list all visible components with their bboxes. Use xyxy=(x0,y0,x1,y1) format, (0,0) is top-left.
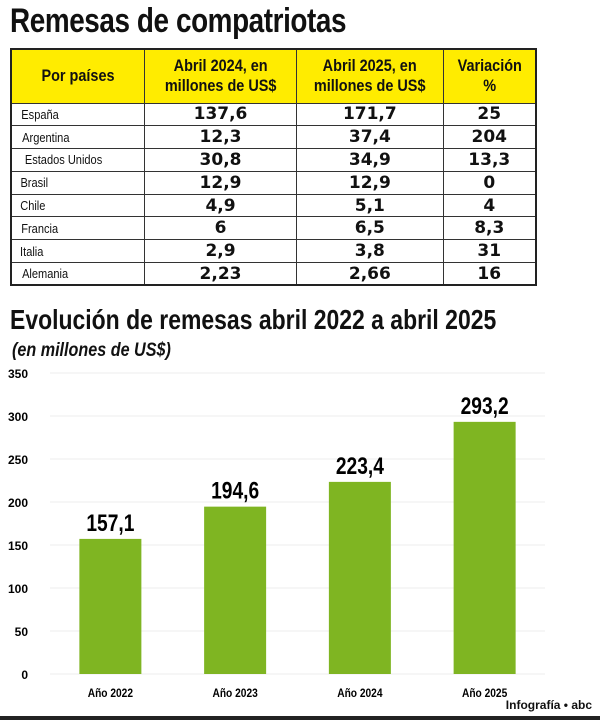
cell-text: 16 xyxy=(477,263,502,284)
cell-text: 5,1 xyxy=(354,195,385,216)
x-tick-label: Año 2022 xyxy=(88,687,133,700)
x-tick-label: Año 2024 xyxy=(337,687,383,700)
column-header: Variación % xyxy=(442,48,537,104)
y-tick-label: 250 xyxy=(8,453,28,467)
cell-text: Alemania xyxy=(22,266,69,282)
value-cell: 2,23 xyxy=(143,262,298,286)
column-header: Abril 2024, en millones de US$ xyxy=(143,48,298,104)
x-tick-label: Año 2023 xyxy=(212,687,257,700)
data-label: 194,6 xyxy=(211,477,259,505)
cell-text: 8,3 xyxy=(474,218,505,239)
cell-text: España xyxy=(21,106,59,122)
bar xyxy=(79,538,142,674)
chart-title: Evolución de remesas abril 2022 a abril … xyxy=(10,304,497,335)
column-header: Abril 2025, en millones de US$ xyxy=(296,48,444,104)
bar xyxy=(204,506,267,674)
cell-text: 25 xyxy=(477,104,502,125)
cell-text: Italia xyxy=(20,243,44,259)
y-tick-label: 0 xyxy=(21,668,28,682)
header-label: Variación % xyxy=(457,56,522,96)
header-label: Por países xyxy=(41,66,115,86)
cell-text: 37,4 xyxy=(348,127,391,148)
cell-text: 34,9 xyxy=(348,149,391,170)
cell-text: 6 xyxy=(214,218,227,239)
cell-text: 12,9 xyxy=(199,172,242,193)
table-row: Italia 2,9 3,8 31 xyxy=(10,239,537,264)
header-label: Abril 2025, en millones de US$ xyxy=(314,56,426,96)
cell-text: 2,9 xyxy=(205,241,236,262)
cell-text: 6,5 xyxy=(354,218,385,239)
footer-bar xyxy=(0,716,600,720)
cell-text: 137,6 xyxy=(193,104,248,125)
cell-text: 13,3 xyxy=(468,149,511,170)
cell-text: 3,8 xyxy=(354,241,385,262)
cell-text: 4,9 xyxy=(205,195,236,216)
data-label: 223,4 xyxy=(336,452,384,480)
y-tick-label: 200 xyxy=(8,496,28,510)
cell-text: 12,3 xyxy=(199,127,242,148)
cell-text: Chile xyxy=(20,198,46,214)
value-cell: 5,1 xyxy=(296,193,444,218)
cell-text: 2,23 xyxy=(199,263,242,284)
cell-text: Brasil xyxy=(20,175,49,191)
cell-text: Argentina xyxy=(22,129,70,145)
y-tick-label: 50 xyxy=(15,625,29,639)
value-cell: 16 xyxy=(442,262,537,286)
cell-text: 31 xyxy=(477,241,502,262)
data-label: 157,1 xyxy=(86,509,134,537)
chart-subtitle: (en millones de US$) xyxy=(12,340,171,361)
table-title: Remesas de compatriotas xyxy=(10,2,347,40)
cell-text: 4 xyxy=(483,195,496,216)
column-header: Por países xyxy=(10,48,145,104)
value-cell: 12,3 xyxy=(143,125,298,150)
cell-text: Francia xyxy=(21,220,59,236)
cell-text: Estados Unidos xyxy=(24,152,103,168)
cell-text: 12,9 xyxy=(348,172,391,193)
value-cell: 2,66 xyxy=(296,262,444,286)
y-tick-label: 100 xyxy=(8,582,28,596)
value-cell: 4 xyxy=(442,193,537,218)
header-label: Abril 2024, en millones de US$ xyxy=(164,56,277,96)
credit: Infografía • abc xyxy=(505,698,592,712)
y-tick-label: 300 xyxy=(8,410,28,424)
data-label: 293,2 xyxy=(461,392,509,420)
x-tick-label: Año 2025 xyxy=(462,687,507,700)
value-cell: 37,4 xyxy=(296,125,444,150)
country-cell: Alemania xyxy=(10,262,145,286)
y-tick-label: 350 xyxy=(8,367,28,381)
y-tick-label: 150 xyxy=(8,539,28,553)
value-cell: 12,9 xyxy=(296,170,444,195)
value-cell: 34,9 xyxy=(296,148,444,172)
cell-text: 171,7 xyxy=(342,104,397,125)
value-cell: 204 xyxy=(442,125,537,150)
table-row: Alemania 2,23 2,66 16 xyxy=(10,262,537,286)
bar xyxy=(453,421,516,674)
value-cell: 2,9 xyxy=(143,239,298,264)
cell-text: 0 xyxy=(483,172,496,193)
table-row: Francia 6 6,5 8,3 xyxy=(10,216,537,241)
value-cell: 3,8 xyxy=(296,239,444,264)
bar xyxy=(328,481,391,674)
table-row: Brasil 12,9 12,9 0 xyxy=(10,170,537,195)
remittances-table: Por países Abril 2024, en millones de US$… xyxy=(10,48,537,287)
cell-text: 30,8 xyxy=(199,149,242,170)
table-row: Argentina 12,3 37,4 204 xyxy=(10,125,537,150)
cell-text: 204 xyxy=(471,127,508,148)
cell-text: 2,66 xyxy=(348,263,391,284)
